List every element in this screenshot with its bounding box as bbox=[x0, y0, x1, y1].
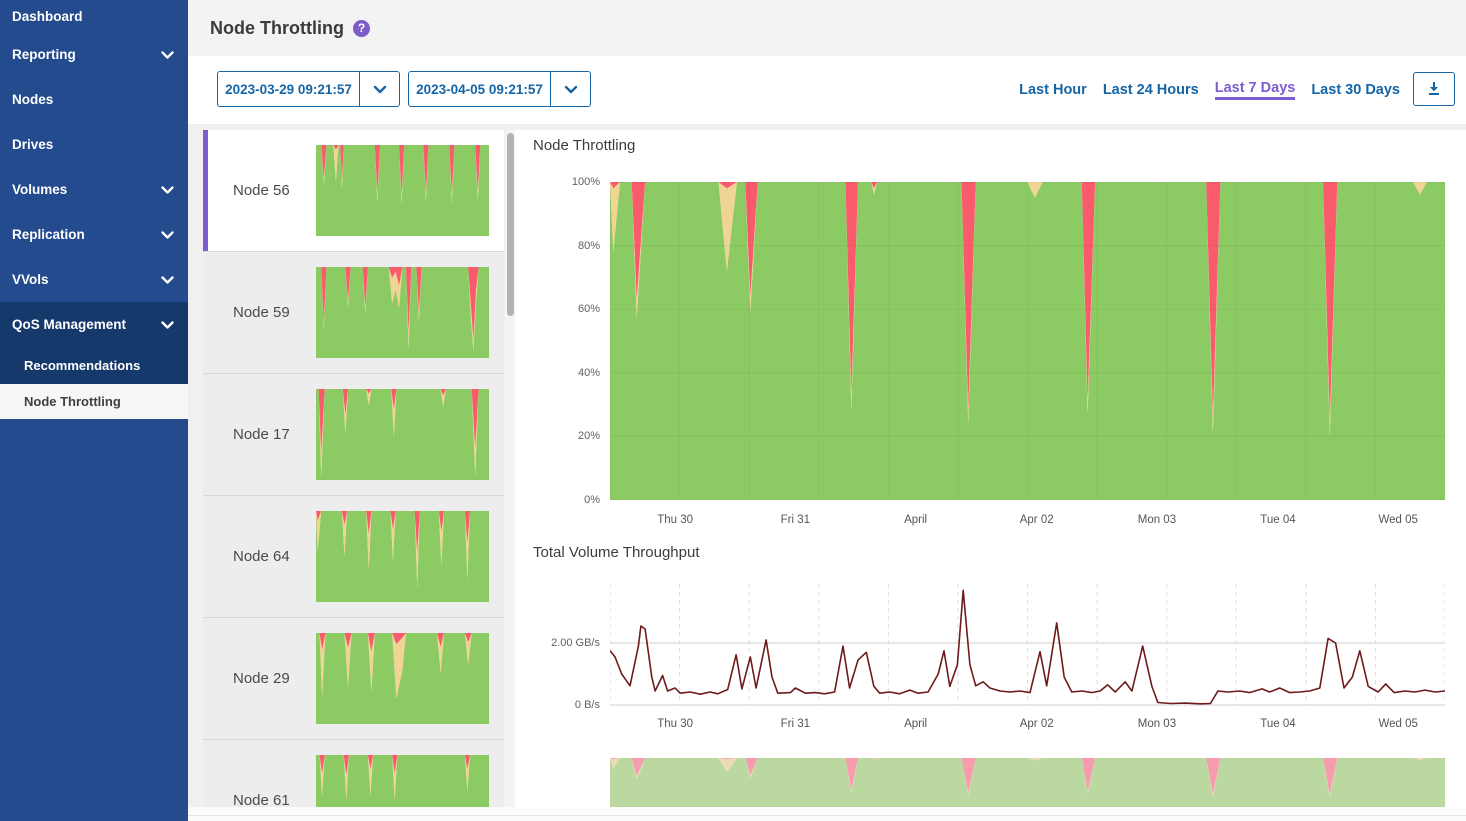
page-header: Node Throttling ? bbox=[188, 0, 1466, 56]
sidebar-group-qos-management: QoS Management Recommendations Node Thrott… bbox=[0, 302, 188, 419]
sidebar-subitem-label: Recommendations bbox=[24, 358, 141, 373]
x-axis-tick-label: April bbox=[904, 718, 928, 730]
chevron-down-icon bbox=[161, 182, 174, 197]
node-list-item-node-56[interactable]: Node 56 bbox=[203, 130, 504, 251]
end-datetime-value: 2023-04-05 09:21:57 bbox=[416, 81, 543, 97]
selected-indicator bbox=[203, 130, 208, 251]
node-mini-throttling-chart bbox=[316, 511, 489, 602]
bottom-divider bbox=[188, 815, 1466, 816]
sidebar-item-label: Replication bbox=[12, 227, 85, 242]
sidebar-nav: Dashboard Reporting Nodes Drives Volumes Repl… bbox=[0, 0, 188, 419]
start-datetime-value: 2023-03-29 09:21:57 bbox=[225, 81, 352, 97]
node-mini-throttling-chart bbox=[316, 145, 489, 236]
chevron-down-icon bbox=[161, 47, 174, 62]
x-axis-tick-label: Mon 03 bbox=[1137, 718, 1177, 730]
y-axis-tick-label: 100% bbox=[571, 176, 600, 188]
sidebar-item-reporting[interactable]: Reporting bbox=[0, 32, 188, 77]
sidebar-item-qos-management[interactable]: QoS Management bbox=[0, 302, 188, 347]
sidebar-item-nodes[interactable]: Nodes bbox=[0, 77, 188, 122]
y-axis-tick-label: 20% bbox=[577, 430, 600, 443]
y-axis-tick-label: 2.00 GB/s bbox=[551, 637, 600, 649]
chevron-down-icon bbox=[161, 317, 174, 332]
toolbar: 2023-03-29 09:21:57 2023-04-05 09:21:57 … bbox=[188, 56, 1466, 124]
start-datetime-picker[interactable]: 2023-03-29 09:21:57 bbox=[217, 71, 400, 107]
node-mini-throttling-chart bbox=[316, 389, 489, 480]
x-axis-tick-label: Fri 31 bbox=[780, 718, 811, 730]
sidebar-item-label: Volumes bbox=[12, 182, 68, 197]
chevron-down-icon bbox=[550, 72, 590, 106]
x-axis-tick-label: Wed 05 bbox=[1378, 718, 1418, 730]
node-list-item-node-64[interactable]: Node 64 bbox=[203, 495, 504, 617]
node-mini-throttling-chart bbox=[316, 267, 489, 358]
sidebar-subitem-label: Node Throttling bbox=[24, 394, 121, 409]
sidebar-item-label: QoS Management bbox=[12, 317, 127, 332]
y-axis-tick-label: 60% bbox=[577, 303, 600, 316]
node-label: Node 29 bbox=[233, 670, 290, 687]
page-title: Node Throttling bbox=[210, 17, 344, 38]
node-list-item-node-17[interactable]: Node 17 bbox=[203, 373, 504, 495]
total-volume-throughput-chart bbox=[610, 584, 1445, 706]
help-icon[interactable]: ? bbox=[352, 19, 370, 37]
node-mini-throttling-chart bbox=[316, 755, 489, 807]
node-label: Node 61 bbox=[233, 792, 290, 807]
node-label: Node 17 bbox=[233, 426, 290, 443]
quick-range-last-hour[interactable]: Last Hour bbox=[1019, 82, 1087, 98]
x-axis-tick-label: Tue 04 bbox=[1260, 514, 1296, 526]
node-label: Node 56 bbox=[233, 182, 290, 199]
chevron-down-icon bbox=[161, 272, 174, 287]
sidebar-item-label: VVols bbox=[12, 272, 49, 287]
x-axis-tick-label: Apr 02 bbox=[1019, 718, 1054, 730]
chevron-down-icon bbox=[161, 227, 174, 242]
x-axis-tick-label: Thu 30 bbox=[657, 514, 694, 526]
node-mini-throttling-chart bbox=[316, 633, 489, 724]
node-label: Node 64 bbox=[233, 548, 290, 565]
node-throttling-chart bbox=[610, 182, 1445, 500]
charts-panel: Node Throttling Total Volume Throughput … bbox=[515, 130, 1466, 807]
download-icon bbox=[1426, 80, 1442, 99]
bottom-strip bbox=[188, 807, 1466, 821]
quick-range-last-7-days[interactable]: Last 7 Days bbox=[1214, 80, 1296, 100]
quick-range-links: Last Hour Last 24 Hours Last 7 Days Last 30… bbox=[1019, 56, 1400, 124]
node-list: Node 56 Node 59 Node 17 Node 64 Node 29 Node … bbox=[203, 130, 504, 807]
end-datetime-picker[interactable]: 2023-04-05 09:21:57 bbox=[408, 71, 591, 107]
download-button[interactable] bbox=[1413, 72, 1455, 106]
sidebar-item-volumes[interactable]: Volumes bbox=[0, 167, 188, 212]
x-axis-tick-label: Apr 02 bbox=[1019, 514, 1054, 526]
node-list-item-node-59[interactable]: Node 59 bbox=[203, 251, 504, 373]
sidebar-item-label: Nodes bbox=[12, 92, 54, 107]
x-axis-tick-label: Tue 04 bbox=[1260, 718, 1296, 730]
sidebar-item-label: Reporting bbox=[12, 47, 76, 62]
chart-title-node-throttling: Node Throttling bbox=[533, 137, 636, 154]
node-list-item-node-61[interactable]: Node 61 bbox=[203, 739, 504, 807]
sidebar-item-replication[interactable]: Replication bbox=[0, 212, 188, 257]
x-axis-tick-label: Wed 05 bbox=[1378, 514, 1418, 526]
x-axis-tick-label: Thu 30 bbox=[657, 718, 694, 730]
sidebar-item-recommendations[interactable]: Recommendations bbox=[0, 347, 188, 384]
y-axis-tick-label: 0% bbox=[584, 494, 600, 506]
sidebar-item-vvols[interactable]: VVols bbox=[0, 257, 188, 302]
quick-range-last-30-days[interactable]: Last 30 Days bbox=[1311, 82, 1400, 98]
sidebar-item-node-throttling[interactable]: Node Throttling bbox=[0, 384, 188, 419]
y-axis-tick-label: 0 B/s bbox=[574, 699, 600, 711]
node-list-item-node-29[interactable]: Node 29 bbox=[203, 617, 504, 739]
node-label: Node 59 bbox=[233, 304, 290, 321]
sidebar-item-drives[interactable]: Drives bbox=[0, 122, 188, 167]
sidebar: Dashboard Reporting Nodes Drives Volumes Repl… bbox=[0, 0, 188, 821]
sidebar-item-label: Drives bbox=[12, 137, 54, 152]
node-list-scrollbar-track bbox=[505, 130, 515, 807]
x-axis-tick-label: Mon 03 bbox=[1137, 514, 1177, 526]
overview-brush-chart[interactable] bbox=[610, 758, 1445, 807]
x-axis-tick-label: Fri 31 bbox=[780, 514, 811, 526]
chevron-down-icon bbox=[359, 72, 399, 106]
y-axis-tick-label: 40% bbox=[577, 366, 600, 379]
node-list-scrollbar-thumb[interactable] bbox=[506, 133, 514, 316]
sidebar-item-dashboard[interactable]: Dashboard bbox=[0, 0, 188, 32]
y-axis-tick-label: 80% bbox=[577, 239, 600, 252]
sidebar-item-label: Dashboard bbox=[12, 8, 83, 24]
quick-range-last-24-hours[interactable]: Last 24 Hours bbox=[1102, 82, 1199, 98]
x-axis-tick-label: April bbox=[904, 514, 928, 526]
chart-title-total-volume-throughput: Total Volume Throughput bbox=[533, 544, 700, 561]
